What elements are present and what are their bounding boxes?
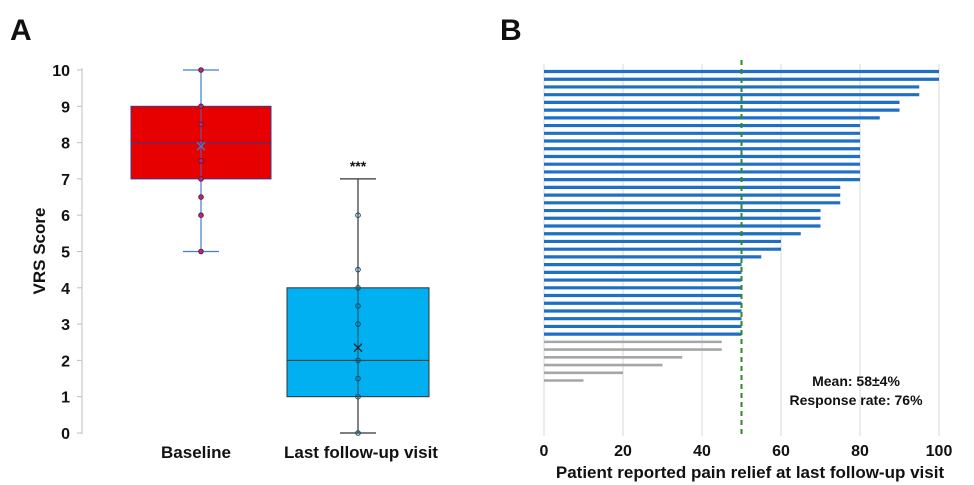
data-point: [355, 357, 361, 364]
x-tick-label: 40: [693, 443, 711, 460]
bars: [544, 69, 939, 382]
box-last-follow-up: [286, 178, 430, 436]
y-tick-label: 3: [61, 317, 70, 334]
x-tick-label: 100: [926, 443, 953, 460]
y-tick-labels: 0 1 2 3 4 5 6 7 8 9 10: [52, 63, 82, 443]
y-tick-label: 1: [61, 390, 70, 407]
x-tick-labels: 0 20 40 60 80 100: [540, 443, 953, 460]
y-tick-label: 0: [61, 426, 70, 443]
y-tick-label: 4: [61, 281, 70, 298]
x-category-label: Baseline: [161, 443, 231, 462]
data-point: [198, 121, 204, 128]
x-category-label: Last follow-up visit: [284, 443, 438, 462]
data-point: [198, 103, 204, 110]
y-axis-title: VRS Score: [30, 208, 49, 295]
x-axis-title: Patient reported pain relief at last fol…: [556, 463, 945, 482]
box-plot-panel: 0 1 2 3 4 5 6 7 8 9 10 VRS Score Baseline Last foll…: [30, 63, 438, 462]
box-baseline: [130, 67, 272, 255]
response-rate-annotation: Response rate: 76%: [789, 392, 923, 408]
data-point: [355, 430, 361, 436]
data-point: [198, 176, 204, 182]
y-tick-label: 8: [61, 136, 70, 153]
x-tick-label: 60: [772, 443, 790, 460]
y-tick-label: 2: [61, 353, 70, 370]
y-tick-label: 9: [61, 99, 70, 116]
mean-annotation: Mean: 58±4%: [812, 373, 900, 389]
data-point: [198, 139, 204, 146]
data-point: [355, 393, 361, 400]
data-point: [198, 212, 204, 218]
y-tick-label: 6: [61, 208, 70, 225]
data-point: [198, 67, 204, 73]
data-point: [198, 157, 204, 164]
mean-marker: [196, 141, 206, 151]
data-point: [355, 321, 361, 327]
x-tick-label: 80: [851, 443, 869, 460]
boxes: [130, 67, 430, 436]
x-tick-label: 0: [540, 443, 549, 460]
data-point: [198, 194, 204, 200]
panel-b-label: B: [500, 14, 522, 47]
data-point: [198, 248, 204, 255]
y-tick-label: 10: [52, 63, 70, 80]
x-tick-label: 20: [614, 443, 632, 460]
y-tick-label: 5: [61, 245, 70, 262]
x-category-labels: Baseline Last follow-up visit: [161, 443, 438, 462]
data-point: [355, 285, 361, 291]
data-point: [355, 212, 361, 218]
mean-marker: [353, 343, 363, 353]
data-point: [355, 266, 361, 273]
data-point: [355, 375, 361, 382]
significance-marker: ***: [350, 158, 367, 174]
data-point: [355, 303, 361, 309]
panel-a-label: A: [10, 14, 32, 47]
bar-chart-panel: 0 20 40 60 80 100 Patient reported pain relie…: [540, 60, 953, 482]
y-tick-label: 7: [61, 172, 70, 189]
